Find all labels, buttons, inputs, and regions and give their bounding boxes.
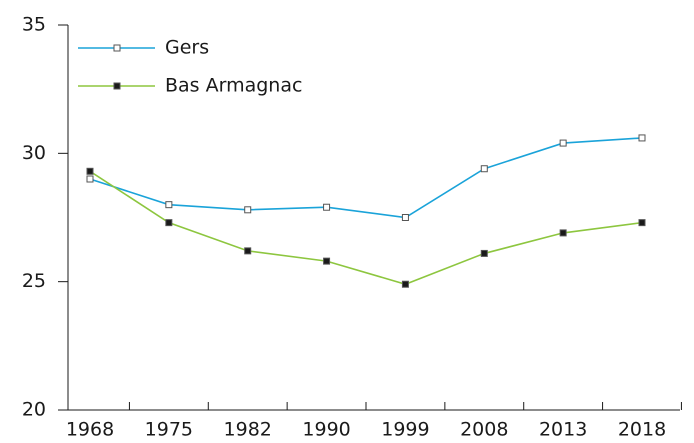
series-line [89,137,643,219]
point-marker [638,134,646,142]
x-tick-label: 2018 [618,419,666,441]
x-tick-label: 1968 [66,419,114,441]
point-marker [86,175,94,183]
point-marker [323,257,331,265]
point-marker [401,214,409,221]
series-line [89,170,643,286]
point-marker [323,203,331,211]
point-marker [638,219,646,227]
point-marker [244,206,252,214]
point-marker [86,167,94,175]
y-tick-label: 20 [22,399,46,421]
legend-label: Gers [165,37,209,59]
legend-marker [113,82,121,90]
y-tick-label: 35 [22,14,46,36]
point-marker [559,229,567,237]
x-tick-label: 1975 [145,419,193,441]
point-marker [165,219,173,227]
x-tick-label: 2013 [539,419,587,441]
x-tick-label: 2008 [460,419,508,441]
x-tick-label: 1990 [302,419,350,441]
point-marker [165,201,173,209]
x-tick-label: 1982 [224,419,272,441]
x-tick-label: 1999 [381,419,429,441]
legend-label: Bas Armagnac [165,75,302,97]
point-marker [401,280,409,288]
point-marker [244,247,252,255]
y-tick-label: 25 [22,270,46,292]
y-tick-label: 30 [22,142,46,164]
point-marker [559,139,567,147]
legend-marker [113,44,121,52]
point-marker [480,249,488,257]
point-marker [480,165,488,173]
